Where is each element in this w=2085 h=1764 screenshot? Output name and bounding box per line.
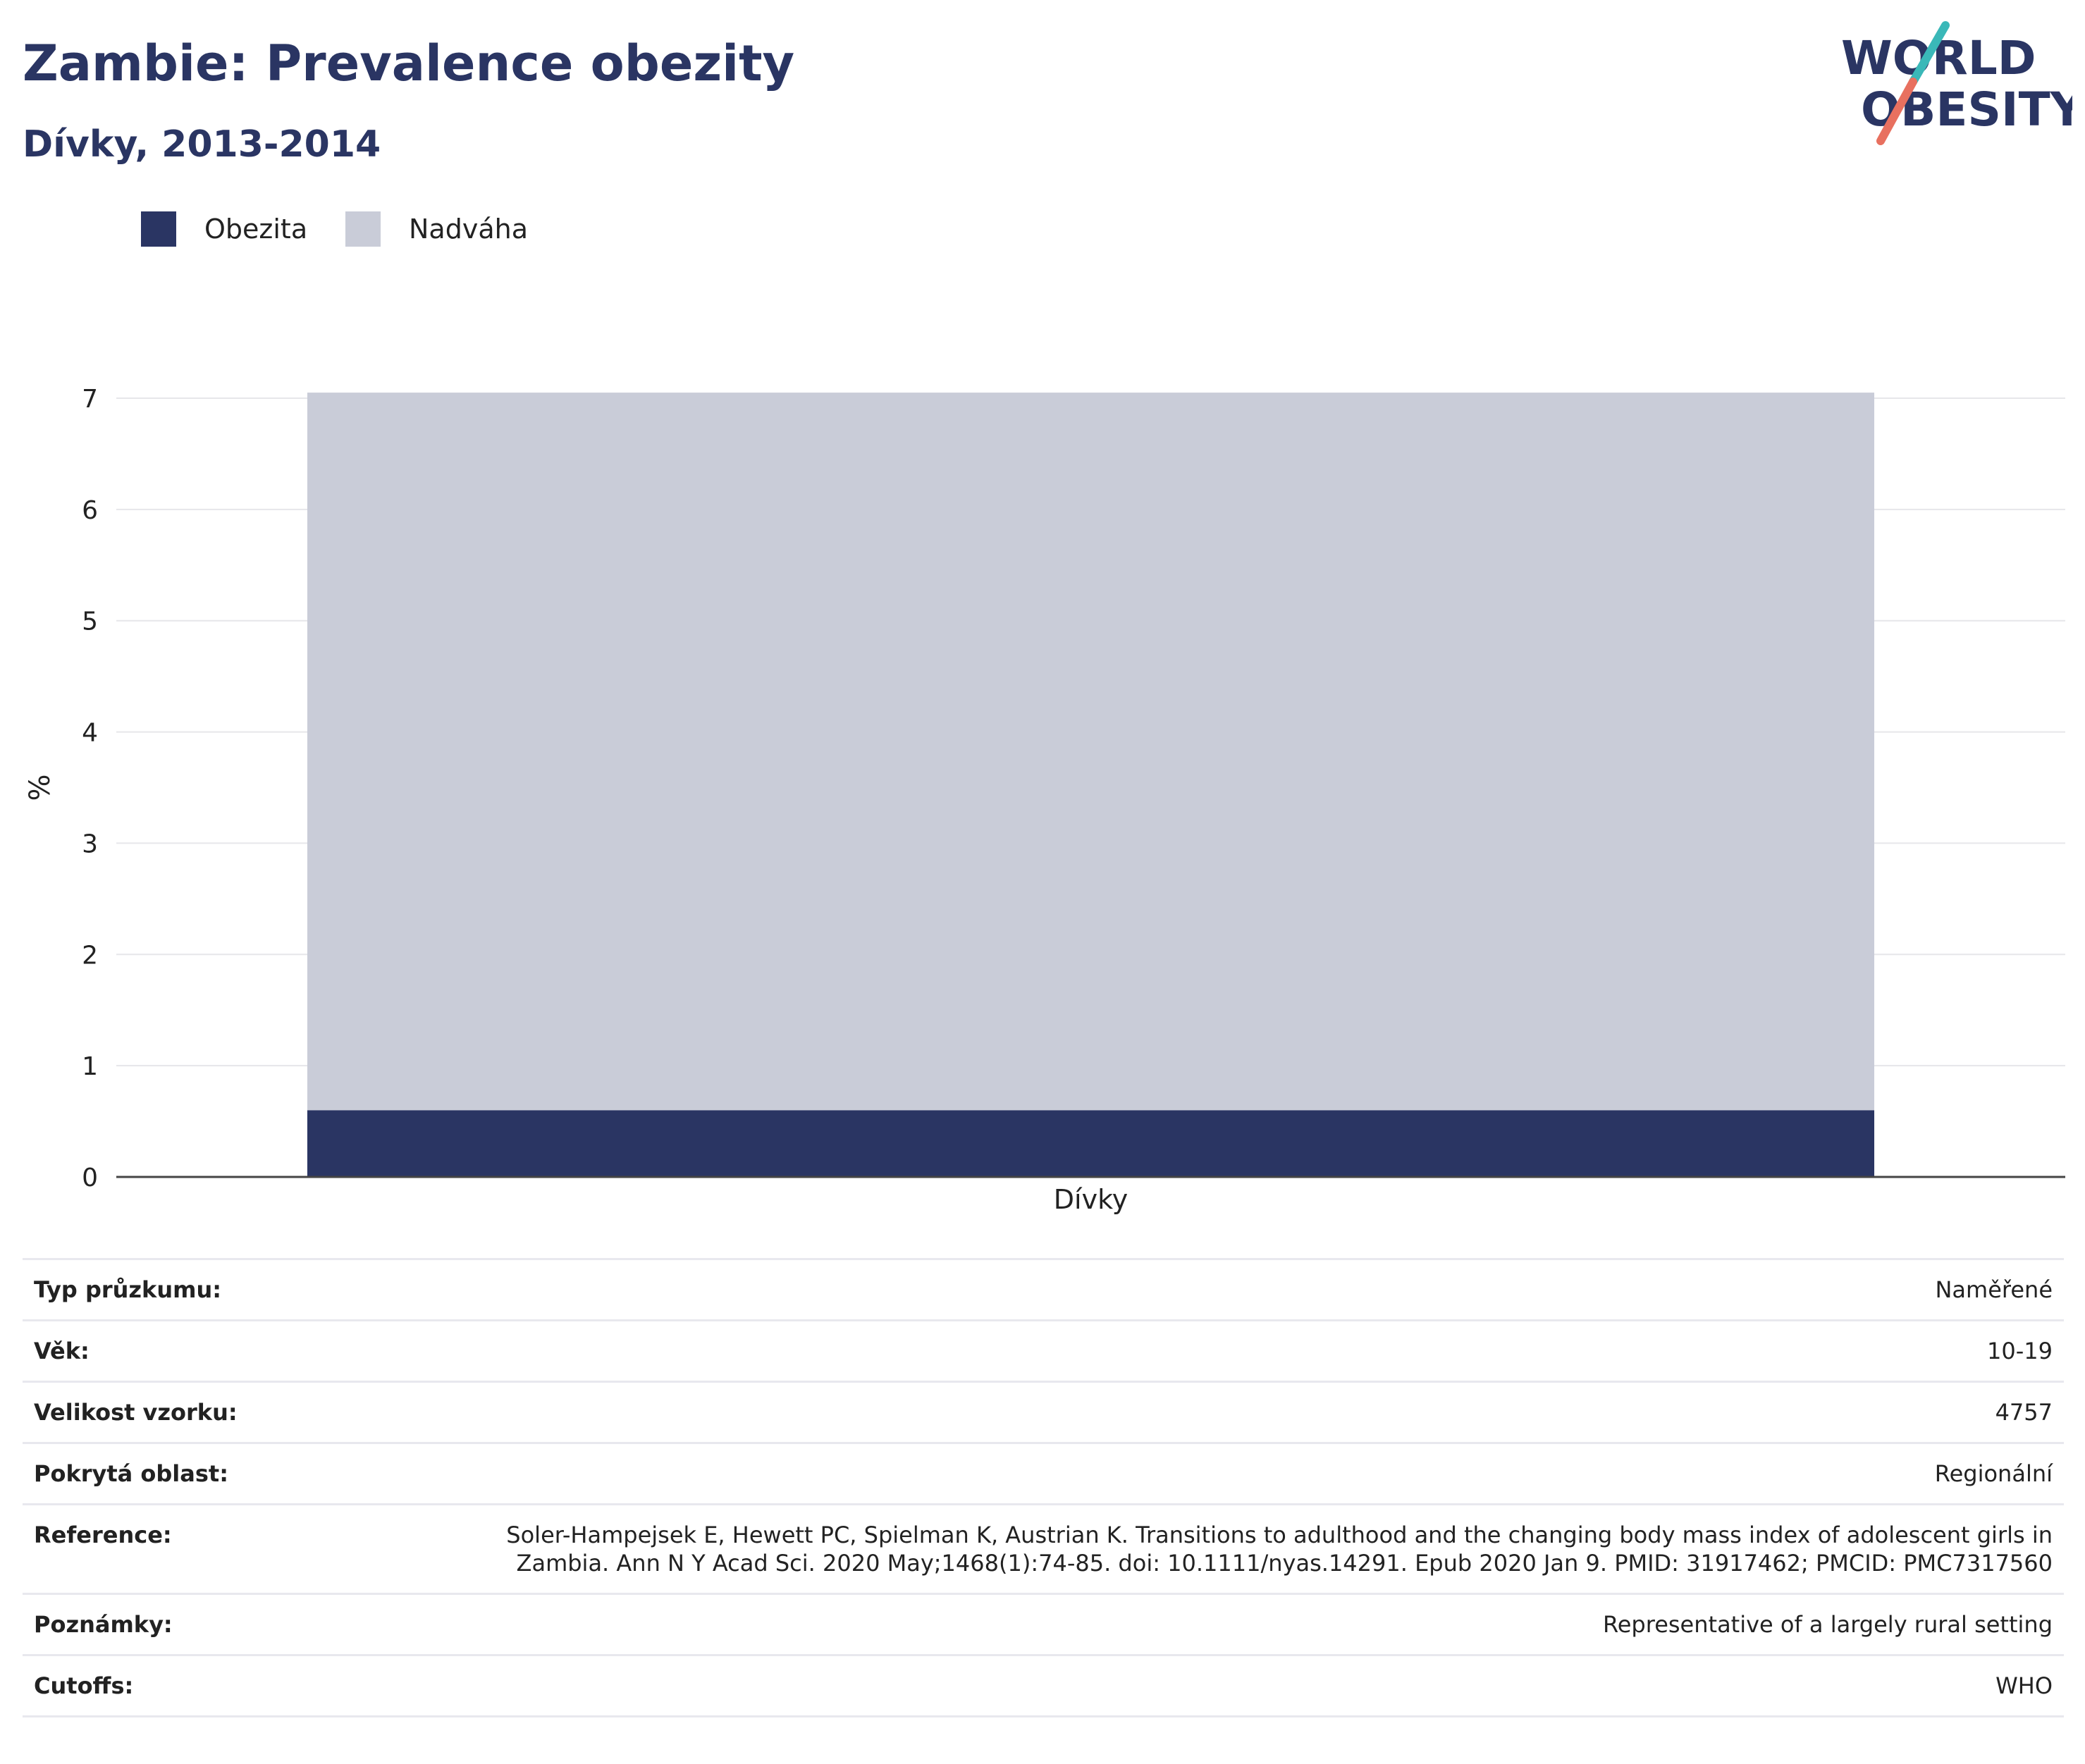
info-label: Věk: (34, 1338, 90, 1364)
info-label: Cutoffs: (34, 1672, 134, 1699)
legend-swatch-nadvaha (345, 211, 381, 247)
y-tick-label: 0 (82, 1164, 98, 1192)
info-value: WHO (1995, 1672, 2053, 1699)
world-obesity-logo: WORLD OBESITY (1841, 21, 2072, 145)
legend-label-nadvaha: Nadváha (409, 214, 528, 245)
info-label: Typ průzkumu: (34, 1276, 222, 1303)
logo-slash-teal (1909, 21, 1950, 86)
info-row: Poznámky: Representative of a largely rur… (23, 1593, 2064, 1655)
info-value: Regionální (1934, 1460, 2053, 1487)
y-tick-label: 1 (82, 1052, 98, 1081)
y-tick-label: 6 (82, 496, 98, 525)
y-tick-label: 3 (82, 829, 98, 858)
y-tick-label: 5 (82, 607, 98, 636)
info-label: Poznámky: (34, 1611, 173, 1638)
chart-title: Zambie: Prevalence obezity (23, 35, 795, 92)
info-value: Soler-Hampejsek E, Hewett PC, Spielman K… (506, 1522, 2053, 1577)
info-row: Reference: Soler-Hampejsek E, Hewett PC, … (23, 1504, 2064, 1594)
bar-segment-nadvaha (307, 393, 1875, 1111)
logo-text-obesity: OBESITY (1861, 82, 2072, 137)
stacked-bar-chart: 0 1 2 3 4 5 6 7 Dívky% (24, 385, 2065, 1215)
y-axis-label: % (24, 774, 56, 801)
survey-info-table: Typ průzkumu: Naměřené Věk: 10-19 Velikost v… (23, 1258, 2064, 1717)
x-tick-label: Dívky (1054, 1184, 1128, 1215)
bar-segment-obezita (307, 1110, 1875, 1177)
info-label: Reference: (34, 1522, 172, 1548)
logo-slash-coral (1876, 78, 1917, 145)
y-tick-label: 7 (82, 385, 98, 414)
info-row: Velikost vzorku: 4757 (23, 1381, 2064, 1443)
info-row: Pokrytá oblast: Regionální (23, 1443, 2064, 1505)
info-value: Naměřené (1935, 1276, 2053, 1303)
info-label: Velikost vzorku: (34, 1399, 238, 1426)
info-value: 4757 (1995, 1399, 2053, 1426)
legend-label-obezita: Obezita (204, 214, 308, 245)
chart-subtitle: Dívky, 2013-2014 (23, 123, 381, 166)
info-row: Typ průzkumu: Naměřené (23, 1259, 2064, 1321)
info-row: Věk: 10-19 (23, 1320, 2064, 1382)
legend-swatch-obezita (141, 211, 176, 247)
info-row: Cutoffs: WHO (23, 1655, 2064, 1717)
y-tick-label: 2 (82, 941, 98, 970)
info-value: Representative of a largely rural settin… (1602, 1611, 2053, 1638)
info-label: Pokrytá oblast: (34, 1460, 228, 1487)
y-tick-label: 4 (82, 719, 98, 748)
info-value: 10-19 (1987, 1338, 2053, 1364)
